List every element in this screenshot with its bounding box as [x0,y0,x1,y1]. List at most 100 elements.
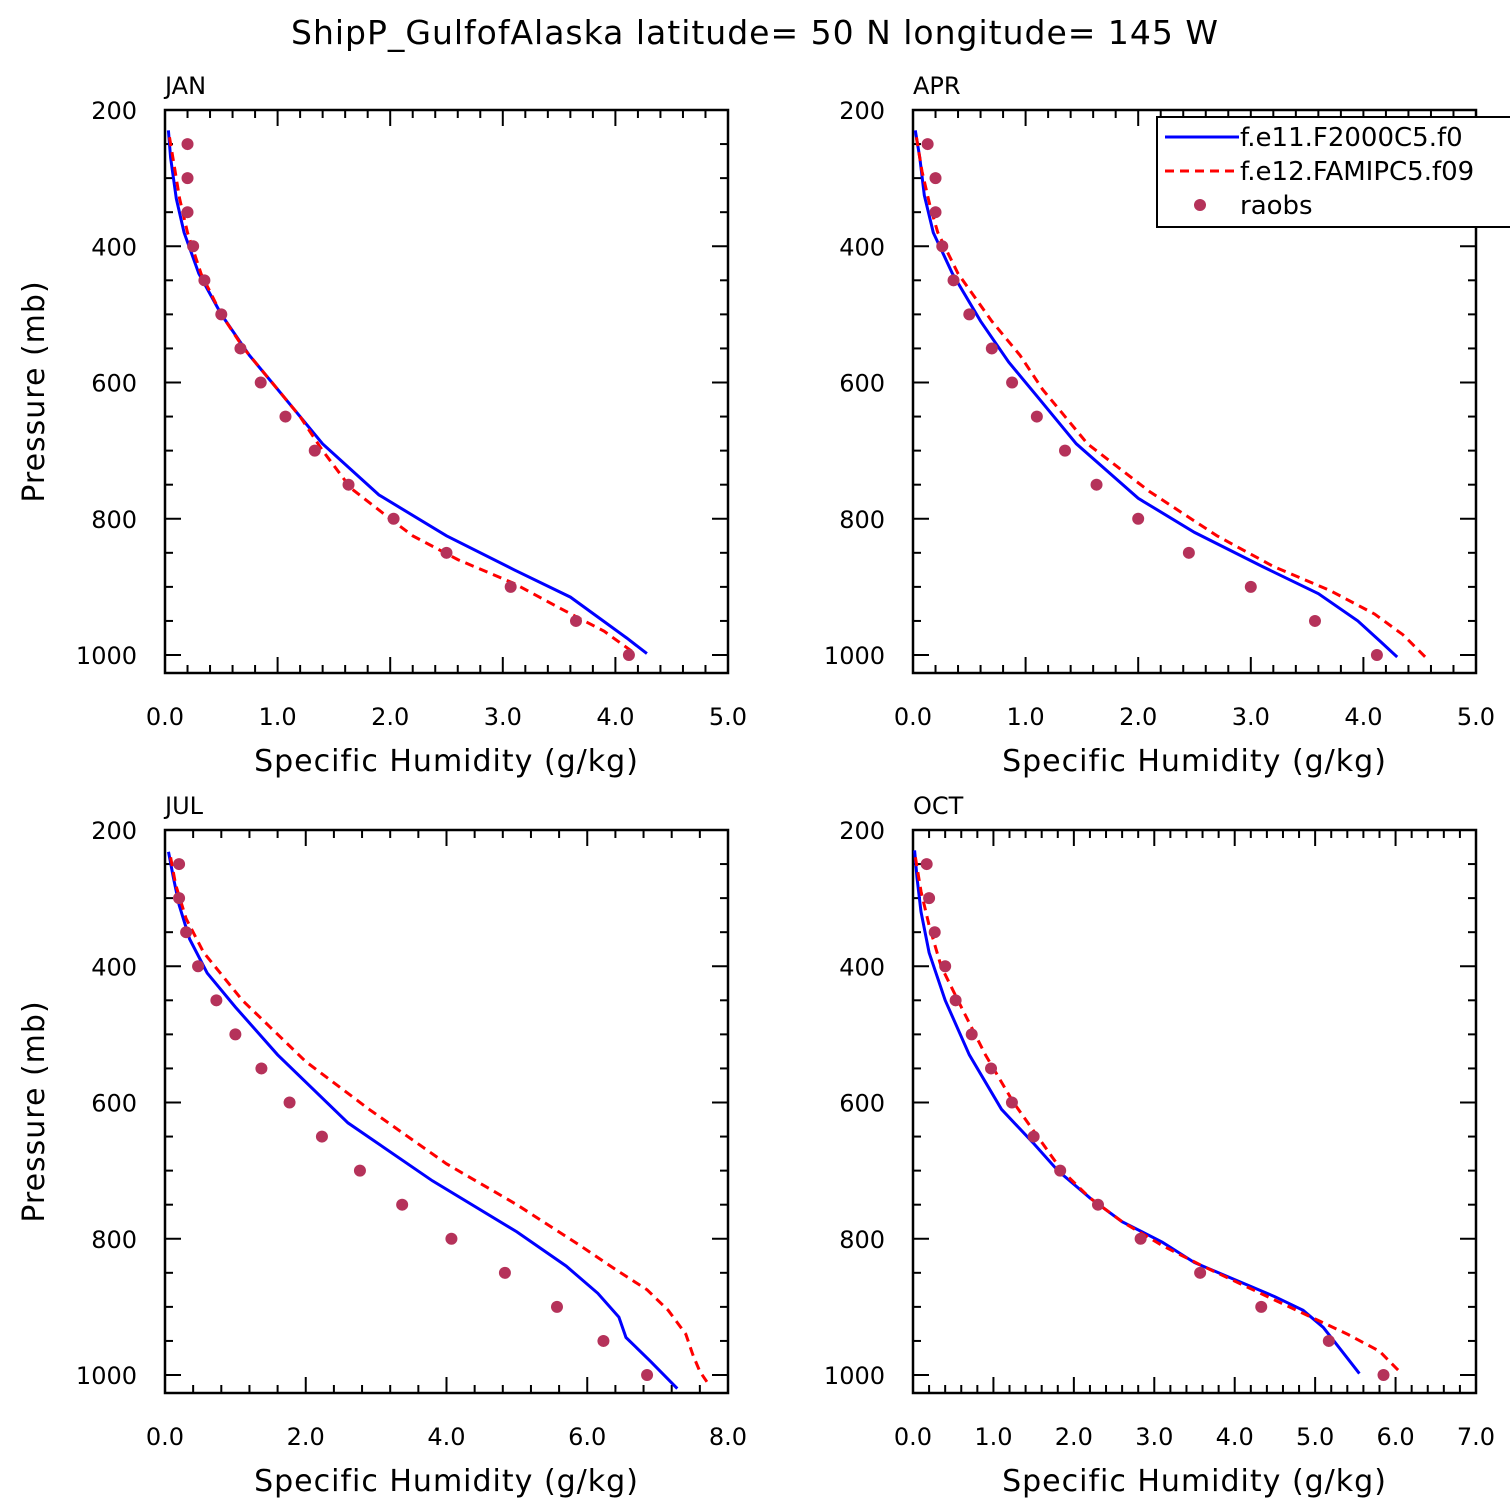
raobs-point [181,172,194,185]
raobs-point [173,858,186,871]
raobs-point [965,1028,978,1041]
raobs-point [315,1130,328,1143]
x-axis-title: Specific Humidity (g/kg) [1002,744,1387,779]
raobs-point [279,410,292,423]
series-area [913,850,1401,1381]
raobs-point [342,478,355,491]
series-line-f-e11 [913,850,1361,1375]
y-tick-label: 600 [839,370,885,398]
raobs-point [215,308,228,321]
raobs-point [985,1062,998,1075]
raobs-point [504,580,517,593]
x-tick-label: 3.0 [1135,1423,1173,1451]
raobs-point [387,512,400,525]
x-tick-label: 2.0 [287,1423,325,1451]
y-tick-label: 400 [91,233,137,261]
x-tick-label: 0.0 [146,703,184,731]
raobs-point [192,960,205,973]
raobs-point [181,138,194,151]
raobs-point [1377,1369,1390,1381]
y-tick-label: 800 [839,506,885,534]
raobs-point [234,342,247,355]
y-tick-label: 200 [839,97,885,125]
raobs-point [255,1062,268,1075]
raobs-point [928,926,941,939]
y-tick-label: 400 [839,953,885,981]
raobs-point [229,1028,242,1041]
series-line-f-e11 [167,851,679,1390]
plot-frame [911,108,1478,675]
raobs-point [1059,444,1072,457]
raobs-point [1090,478,1103,491]
plot-frame [911,828,1478,1395]
raobs-point [1182,546,1195,559]
panel-label: OCT [913,792,964,820]
x-tick-label: 6.0 [568,1423,606,1451]
panels: JAN 0.0 1.0 2.0 3.0 4.0 5.0 200 400 600 800 1000 Spe… [17,72,1495,1499]
series-line-f-e11 [166,130,648,655]
raobs-point [1134,1232,1147,1245]
y-tick-label: 200 [839,817,885,845]
raobs-point [923,892,936,905]
raobs-point [569,614,582,627]
raobs-point [396,1198,409,1211]
raobs-point [283,1096,296,1109]
panel-label: APR [913,72,961,100]
x-tick-label: 6.0 [1376,1423,1414,1451]
x-tick-label: 8.0 [709,1423,747,1451]
raobs-point [445,1232,458,1245]
raobs-point [1322,1334,1335,1347]
y-tick-label: 400 [839,233,885,261]
raobs-point [929,206,942,219]
raobs-point [1244,580,1257,593]
x-tick-label: 1.0 [974,1423,1012,1451]
y-tick-label: 600 [91,370,137,398]
x-tick-label: 2.0 [371,703,409,731]
raobs-point [1006,376,1019,389]
plot-frame [163,828,730,1395]
y-axis-title: Pressure (mb) [17,1000,52,1222]
x-tick-label: 0.0 [894,703,932,731]
raobs-point [921,138,934,151]
raobs-point [550,1300,563,1313]
raobs-point [353,1164,366,1177]
figure-title: ShipP_GulfofAlaska latitude= 50 N longit… [291,13,1219,52]
x-axis-title: Specific Humidity (g/kg) [254,744,639,779]
y-tick-label: 400 [91,953,137,981]
x-tick-label: 5.0 [1457,703,1495,731]
x-tick-label: 0.0 [146,1423,184,1451]
raobs-point [936,240,949,253]
panel-label: JAN [163,72,206,100]
raobs-point [1308,614,1321,627]
raobs-point [498,1266,511,1279]
raobs-point [180,926,193,939]
raobs-point [985,342,998,355]
raobs-point [440,546,453,559]
y-tick-label: 800 [839,1226,885,1254]
raobs-point [1054,1164,1067,1177]
raobs-point [939,960,952,973]
y-tick-label: 200 [91,817,137,845]
y-tick-label: 600 [839,1090,885,1118]
raobs-point [949,994,962,1007]
legend-label: f.e12.FAMIPC5.f09 [1240,157,1474,187]
raobs-point [210,994,223,1007]
raobs-point [929,172,942,185]
raobs-point [198,274,211,287]
x-tick-label: 3.0 [1232,703,1270,731]
x-tick-label: 7.0 [1457,1423,1495,1451]
series-area [167,851,709,1390]
x-tick-label: 0.0 [894,1423,932,1451]
y-tick-label: 600 [91,1090,137,1118]
raobs-point [641,1369,654,1381]
series-area [166,130,648,661]
x-tick-label: 1.0 [259,703,297,731]
raobs-point [963,308,976,321]
raobs-point [947,274,960,287]
x-tick-label: 4.0 [596,703,634,731]
x-tick-label: 2.0 [1055,1423,1093,1451]
x-tick-label: 3.0 [484,703,522,731]
legend-marker-raobs [1194,199,1206,211]
x-tick-label: 5.0 [1296,1423,1334,1451]
raobs-point [181,206,194,219]
